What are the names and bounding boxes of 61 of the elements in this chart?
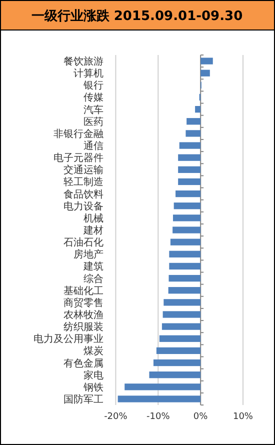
y-tick-label: 建筑 (82, 260, 104, 273)
bar (174, 202, 201, 210)
y-tick-label: 商贸零售 (64, 296, 104, 309)
y-tick-label: 农林牧渔 (64, 308, 104, 321)
y-tick-label: 有色金属 (64, 357, 104, 370)
bar (178, 166, 201, 173)
y-tick-label: 食品饮料 (64, 188, 104, 200)
y-tick-label: 建材 (82, 224, 104, 236)
y-tick-label: 银行 (82, 80, 104, 92)
bar (169, 262, 201, 270)
y-tick-label: 电子元器件 (54, 152, 104, 164)
x-tick-label: -20% (104, 412, 128, 422)
y-tick-label: 非银行金融 (54, 128, 104, 140)
y-tick-label: 通信 (84, 140, 104, 152)
bar (124, 384, 201, 390)
y-tick-label: 轻工制造 (64, 176, 104, 188)
x-tick-label: 10% (232, 412, 254, 422)
y-tick-label: 计算机 (74, 68, 104, 80)
y-tick-label: 机械 (84, 212, 104, 224)
y-tick-label: 家电 (84, 369, 104, 382)
y-tick-label: 综合 (84, 272, 104, 285)
bar (170, 238, 201, 246)
bar (162, 323, 201, 330)
y-tick-label: 房地产 (74, 248, 104, 261)
y-tick-label: 餐饮旅游 (64, 56, 104, 68)
bar (149, 372, 201, 378)
y-tick-label: 煤炭 (84, 345, 104, 358)
bar (162, 311, 201, 318)
bar (178, 154, 201, 161)
bar (169, 250, 201, 258)
bar (168, 287, 201, 294)
y-tick-label: 传媒 (84, 92, 104, 104)
y-tick-label: 基础化工 (64, 284, 104, 297)
bar (172, 226, 201, 234)
bar (159, 335, 201, 342)
bar (168, 274, 201, 282)
bar (186, 118, 201, 125)
y-tick-label: 医药 (84, 116, 104, 128)
bar (186, 130, 201, 137)
bar (179, 142, 201, 149)
bar (200, 70, 210, 76)
bar (178, 178, 201, 186)
bar (176, 190, 201, 198)
y-tick-label: 石油石化 (64, 236, 104, 249)
y-tick-label: 电力及公用事业 (34, 333, 104, 346)
y-tick-label: 国防军工 (64, 393, 104, 406)
chart-title: 一级行业涨跌 2015.09.01-09.30 (31, 9, 243, 24)
bar (156, 347, 201, 354)
y-tick-label: 纺织服装 (64, 321, 104, 334)
bar (164, 299, 201, 306)
y-tick-label: 电力设备 (64, 200, 104, 212)
bar (118, 396, 201, 402)
y-tick-label: 钢铁 (82, 381, 104, 394)
bar (172, 214, 201, 222)
y-tick-label: 汽车 (84, 104, 104, 116)
bar (153, 359, 201, 366)
bar (200, 58, 213, 64)
x-tick-label: 0% (193, 412, 208, 422)
x-tick-label: -10% (146, 412, 170, 422)
y-tick-label: 交通运输 (64, 164, 104, 176)
bar (195, 106, 201, 113)
